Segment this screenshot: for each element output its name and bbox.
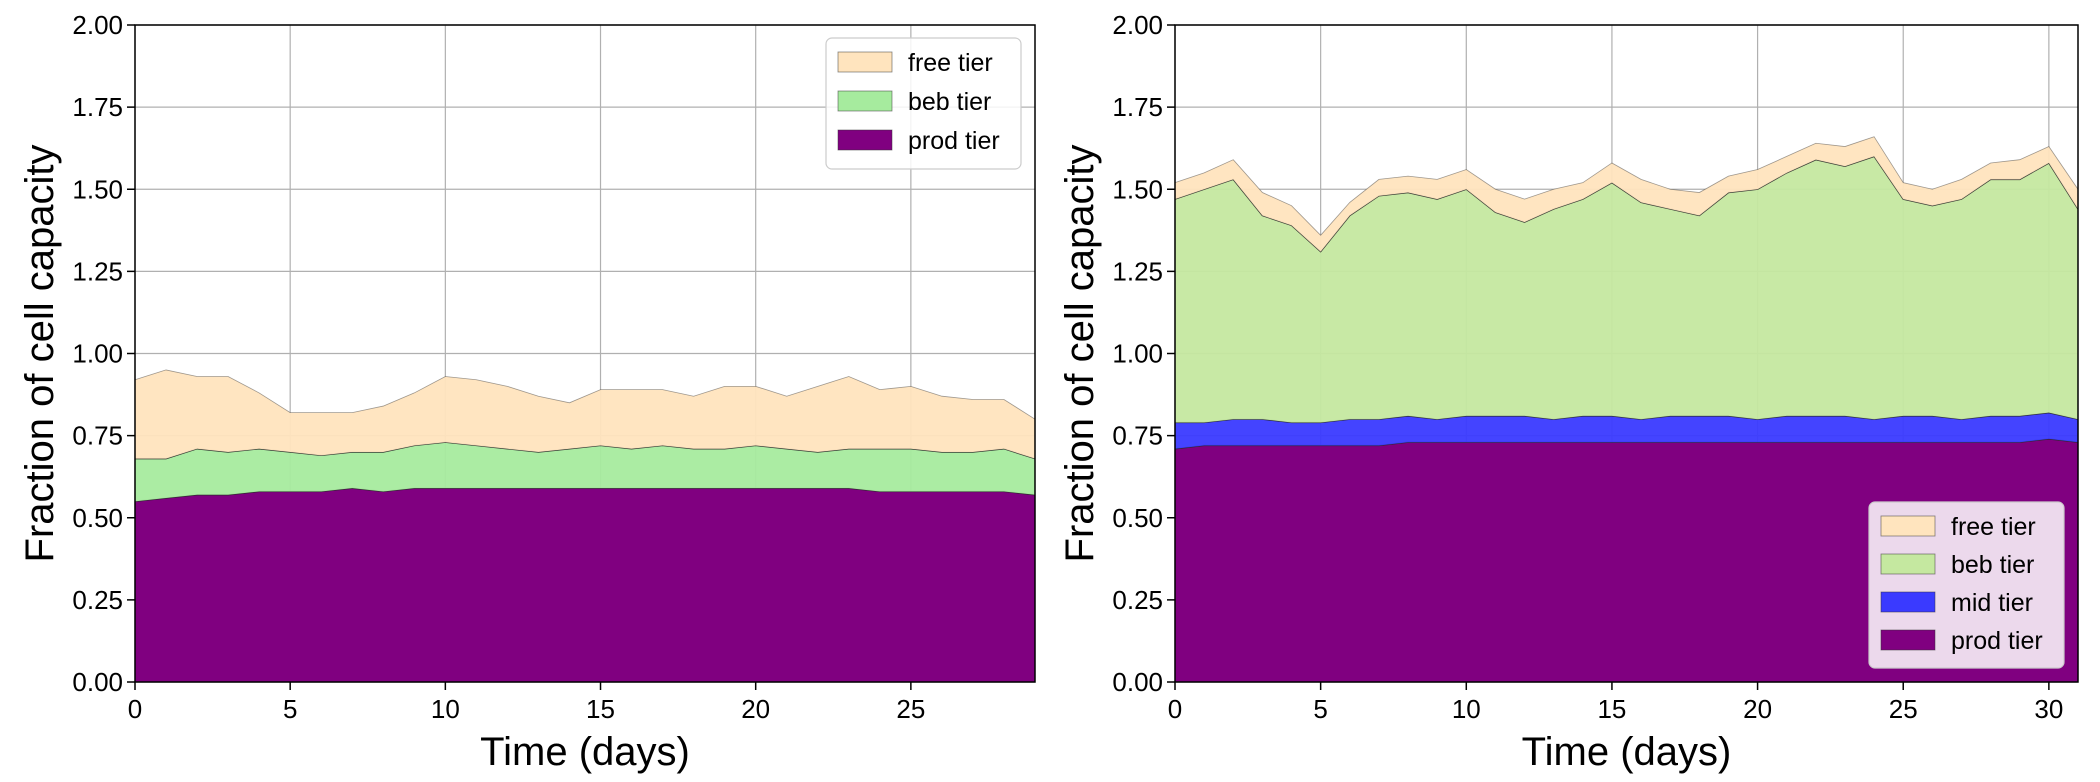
- y-tick-label: 0.00: [1112, 667, 1163, 697]
- x-tick-label: 5: [1313, 694, 1327, 724]
- legend-left: free tier beb tier prod tier: [825, 37, 1022, 170]
- x-tick-label: 30: [2034, 694, 2063, 724]
- legend-label-free-tier: free tier: [1951, 513, 2036, 541]
- legend-swatch-beb-tier: [1880, 553, 1936, 575]
- legend-label-beb-tier: beb tier: [1951, 551, 2034, 579]
- y-tick-label: 0.75: [72, 421, 123, 451]
- legend-swatch-free-tier: [1880, 515, 1936, 537]
- y-tick-label: 1.00: [72, 339, 123, 369]
- x-tick-label: 0: [1168, 694, 1182, 724]
- area-beb-tier-left: [135, 442, 1035, 502]
- legend-swatch-free-tier: [837, 51, 893, 73]
- area-mid-tier-right: [1175, 412, 2078, 449]
- x-axis-title-right: Time (days): [1522, 730, 1732, 774]
- chart-panel-left: 0 5 10 15 20 25 0.00 0.25 0.50 0.75 1.00 1.25 1.50 1.…: [18, 10, 1036, 774]
- legend-label-free-tier: free tier: [908, 49, 993, 77]
- legend-box: [1868, 501, 2065, 669]
- x-tick-label: 25: [1889, 694, 1918, 724]
- y-tick-label: 0.25: [1112, 585, 1163, 615]
- x-tick-label: 25: [896, 694, 925, 724]
- y-tick-label: 0.25: [72, 585, 123, 615]
- y-tick-label: 0.50: [72, 503, 123, 533]
- x-tick-label: 10: [1452, 694, 1481, 724]
- area-edge-free-tier-right: [1174, 136, 2079, 236]
- y-tick-label: 0.00: [72, 667, 123, 697]
- area-beb-tier-right: [1175, 156, 2078, 423]
- x-axis-title-left: Time (days): [480, 730, 690, 774]
- legend-label-beb-tier: beb tier: [908, 88, 991, 116]
- legend-swatch-prod-tier: [1880, 629, 1936, 651]
- y-axis-title-left: Fraction of cell capacity: [18, 145, 62, 563]
- y-tick-label: 1.50: [72, 174, 123, 204]
- legend-label-prod-tier: prod tier: [1951, 627, 2043, 655]
- legend-label-mid-tier: mid tier: [1951, 589, 2033, 617]
- x-tick-label: 5: [283, 694, 297, 724]
- x-tick-label: 20: [1743, 694, 1772, 724]
- y-tick-label: 1.25: [72, 256, 123, 286]
- legend-label-prod-tier: prod tier: [908, 127, 1000, 155]
- area-prod-tier-right: [1175, 438, 2078, 682]
- area-free-tier-left: [135, 369, 1035, 459]
- x-tick-label: 10: [431, 694, 460, 724]
- y-tick-label: 0.50: [1112, 503, 1163, 533]
- stacked-areas-right: [1174, 136, 2079, 682]
- area-edge-free-tier-left: [134, 369, 1036, 420]
- y-tick-label: 2.00: [72, 10, 123, 40]
- x-tick-label: 15: [1597, 694, 1626, 724]
- legend-swatch-beb-tier: [837, 90, 893, 112]
- x-tick-label: 0: [128, 694, 142, 724]
- y-tick-label: 1.75: [1112, 92, 1163, 122]
- y-tick-label: 1.00: [1112, 339, 1163, 369]
- legend-swatch-prod-tier: [837, 129, 893, 151]
- ticks-left: 0 5 10 15 20 25 0.00 0.25 0.50 0.75 1.00 1.25 1.50 1.…: [72, 10, 925, 724]
- y-tick-label: 1.50: [1112, 174, 1163, 204]
- x-tick-label: 20: [741, 694, 770, 724]
- y-tick-label: 1.75: [72, 92, 123, 122]
- y-axis-title-right: Fraction of cell capacity: [1058, 145, 1102, 563]
- ticks-right: 0 5 10 15 20 25 30 0.00 0.25 0.50 0.75 1.00 1.25 1.50…: [1112, 10, 2063, 724]
- area-prod-tier-left: [135, 488, 1035, 682]
- chart-panel-right: 0 5 10 15 20 25 30 0.00 0.25 0.50 0.75 1.00 1.25 1.50…: [1058, 10, 2079, 774]
- legend-swatch-mid-tier: [1880, 591, 1936, 613]
- y-tick-label: 0.75: [1112, 421, 1163, 451]
- area-edge-beb-tier-right: [1174, 155, 2079, 253]
- y-tick-label: 1.25: [1112, 256, 1163, 286]
- y-tick-label: 2.00: [1112, 10, 1163, 40]
- x-tick-label: 15: [586, 694, 615, 724]
- stacked-areas-left: [134, 369, 1036, 682]
- legend-right: free tier beb tier mid tier prod tier: [1868, 501, 2065, 669]
